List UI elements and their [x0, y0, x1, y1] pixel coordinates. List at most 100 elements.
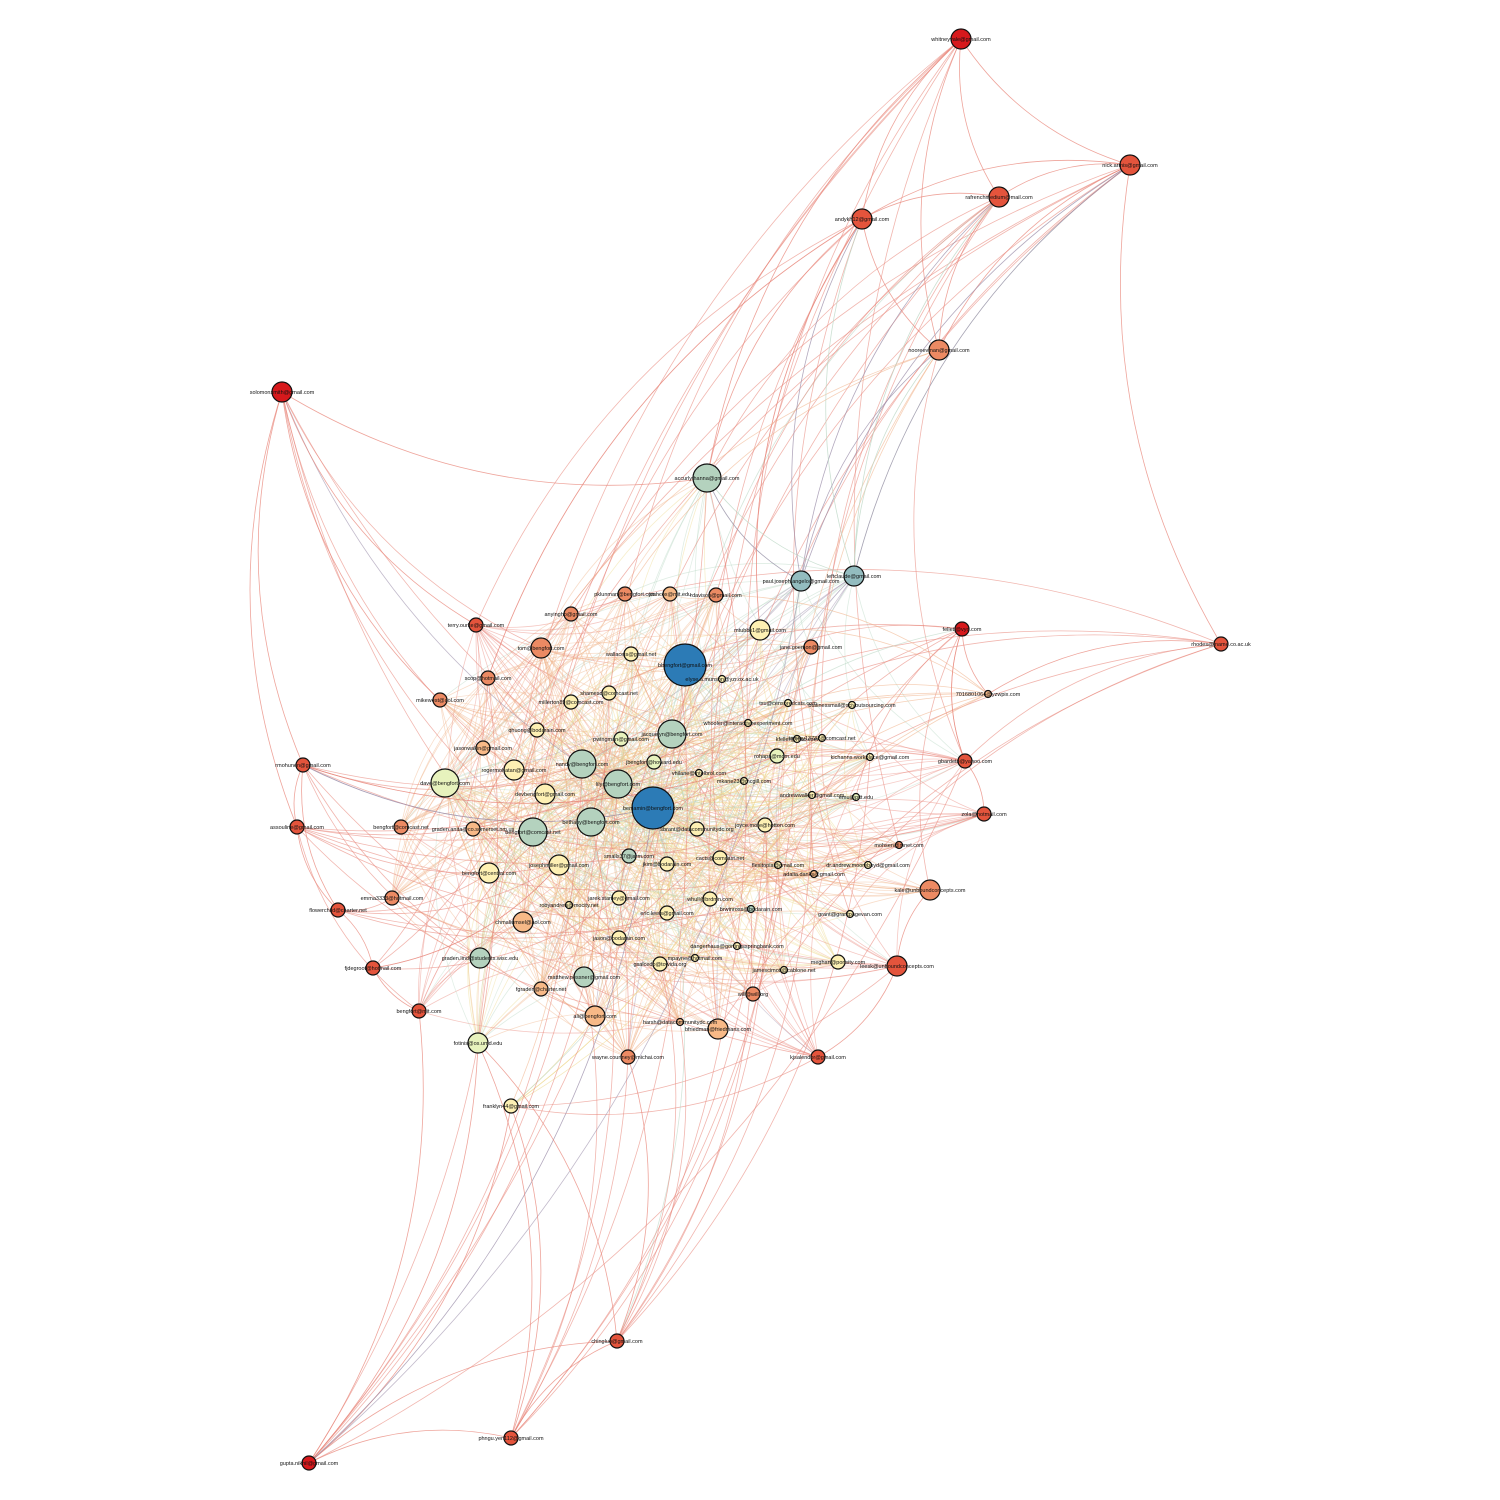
graph-node: emma3333@hotmail.com	[361, 890, 424, 906]
node-circle	[809, 869, 819, 879]
edge-line	[721, 678, 823, 739]
edge-line	[624, 349, 940, 595]
node-label: adalia.danks@gmail.com	[783, 872, 845, 878]
edge-line	[666, 722, 749, 914]
edge-line	[653, 761, 813, 798]
edge-line	[566, 593, 626, 978]
edge-line	[479, 831, 534, 959]
edge-line	[604, 783, 620, 939]
graph-node: whitneyvale@gmail.com	[930, 28, 991, 50]
edge-line	[853, 575, 966, 762]
node-label: jarek.stanley@gmail.com	[587, 896, 650, 902]
edge-line	[616, 1021, 687, 1342]
node-label: andrewwalker@gmail.com	[780, 793, 845, 799]
node-label: felleti@vyo.com	[943, 627, 982, 633]
edge-line	[477, 593, 671, 1044]
edge-line	[777, 737, 823, 866]
edge-line	[706, 38, 962, 479]
edge-line	[570, 701, 931, 891]
edge-line	[810, 756, 871, 1058]
edge-line	[743, 780, 779, 866]
node-label: mohsen@mnet.com	[874, 843, 924, 849]
edge-line	[671, 733, 785, 971]
graph-node: emu@pitt.edu	[839, 792, 873, 802]
node-circle	[847, 700, 857, 710]
edge-line	[536, 719, 673, 735]
edge-line	[617, 653, 632, 740]
edge-line	[855, 796, 900, 846]
edge-line	[444, 782, 785, 971]
graph-node: will@will.org	[737, 986, 768, 1002]
edge-line	[627, 794, 813, 1058]
edge-line	[400, 742, 871, 828]
edge-line	[400, 731, 823, 828]
node-label: kjsalendor@gmail.com	[790, 1055, 846, 1061]
node-label: rmohunen@gmail.com	[275, 763, 331, 769]
node-circle	[702, 891, 718, 907]
edge-line	[475, 624, 583, 765]
edge-line	[796, 738, 900, 846]
edge-line	[391, 828, 474, 899]
edge-line	[817, 965, 898, 1058]
edge-line	[617, 783, 754, 995]
edge-line	[570, 613, 766, 826]
node-circle	[576, 807, 606, 837]
node-label: anyingho@gmail.com	[545, 612, 598, 618]
node-circle	[573, 966, 595, 988]
edge-line	[706, 477, 855, 577]
node-label: josephmiller@gmail.com	[528, 863, 589, 869]
edge-line	[510, 1105, 542, 1439]
edge-line	[522, 861, 779, 923]
edge-line	[510, 593, 688, 1439]
edge-line	[296, 826, 900, 891]
edge-line	[590, 593, 633, 823]
node-circle	[468, 617, 484, 633]
edge-line	[692, 772, 711, 900]
node-label: dr.andrew.mooreboyd@gmail.com	[826, 863, 910, 869]
graph-node: joshcox@mit.edu	[648, 586, 691, 602]
node-label: fjdegroot@hotmail.com	[345, 966, 402, 972]
graph-node: graden.anita@co.somerset.nm.us	[432, 821, 515, 837]
edge-line	[308, 677, 498, 1464]
edge-line	[747, 164, 1131, 724]
edge-line	[671, 733, 966, 776]
edge-line	[698, 772, 819, 1058]
edge-line	[391, 761, 655, 899]
edge-line	[671, 646, 812, 735]
node-label: millerton89@comcast.com	[539, 700, 604, 706]
edge-line	[477, 763, 583, 1044]
edge-line	[391, 747, 484, 899]
edge-line	[652, 629, 761, 809]
edge-line	[776, 755, 815, 875]
node-label: flexitopia@gmail.com	[752, 863, 805, 869]
edge-line	[581, 594, 717, 765]
graph-node: grant@grantpagevan.com	[818, 909, 882, 919]
node-circle	[601, 685, 617, 701]
node-circle	[603, 769, 633, 799]
graph-node: adalia.danks@gmail.com	[783, 869, 845, 879]
graph-node: joyce.more@hotton.com	[734, 817, 795, 833]
graph-node: andykh12@gmail.com	[835, 208, 890, 230]
edge-line	[783, 756, 871, 971]
edge-line	[756, 218, 863, 631]
edge-line	[671, 575, 855, 735]
edge-line	[581, 594, 717, 765]
graph-node: businessmail@sciyoutsourcing.com	[808, 700, 896, 710]
graph-node: jason@bodarain.com	[592, 930, 645, 946]
node-circle	[689, 821, 705, 837]
node-label: zola@hotmail.com	[961, 812, 1007, 818]
graph-node: dave@bengfort.com	[420, 768, 470, 798]
edge-line	[694, 957, 839, 974]
edge-line	[570, 701, 754, 995]
node-label: whooler@interactiveexperiment.com	[702, 721, 792, 727]
node-label: meghan@ponsity.com	[811, 960, 866, 966]
edge-line	[740, 780, 785, 971]
edge-line	[743, 749, 966, 782]
graph-node: assouline@gmail.com	[270, 819, 324, 835]
edge-line	[698, 737, 823, 774]
edge-line	[694, 796, 857, 959]
edge-line	[618, 646, 812, 939]
edge-line	[439, 692, 673, 735]
edge-line	[479, 763, 583, 959]
